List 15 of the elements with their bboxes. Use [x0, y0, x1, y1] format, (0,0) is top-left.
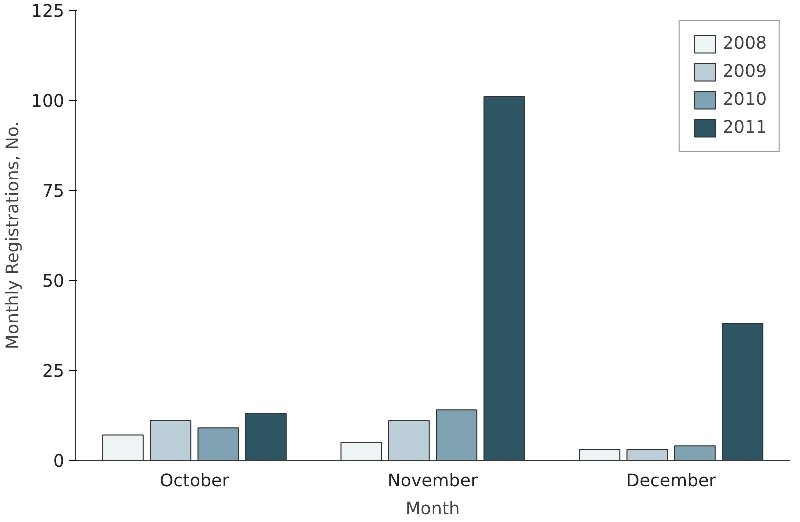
y-tick-label: 50	[42, 272, 65, 292]
x-tick-label: November	[388, 472, 479, 492]
y-tick-label: 125	[31, 2, 65, 22]
y-tick-label: 100	[31, 92, 65, 112]
legend-label: 2008	[722, 34, 767, 54]
x-tick-label: December	[626, 472, 718, 492]
y-tick-label: 25	[42, 362, 65, 382]
y-tick-label: 75	[42, 182, 65, 202]
y-axis-title: Monthly Registrations, No.	[3, 121, 24, 350]
legend-label: 2011	[722, 118, 767, 138]
legend-label: 2009	[722, 62, 767, 82]
x-axis-title: Month	[406, 500, 460, 520]
x-tick-label: October	[160, 472, 230, 492]
legend-label: 2010	[722, 90, 767, 110]
y-tick-label: 0	[53, 452, 65, 472]
